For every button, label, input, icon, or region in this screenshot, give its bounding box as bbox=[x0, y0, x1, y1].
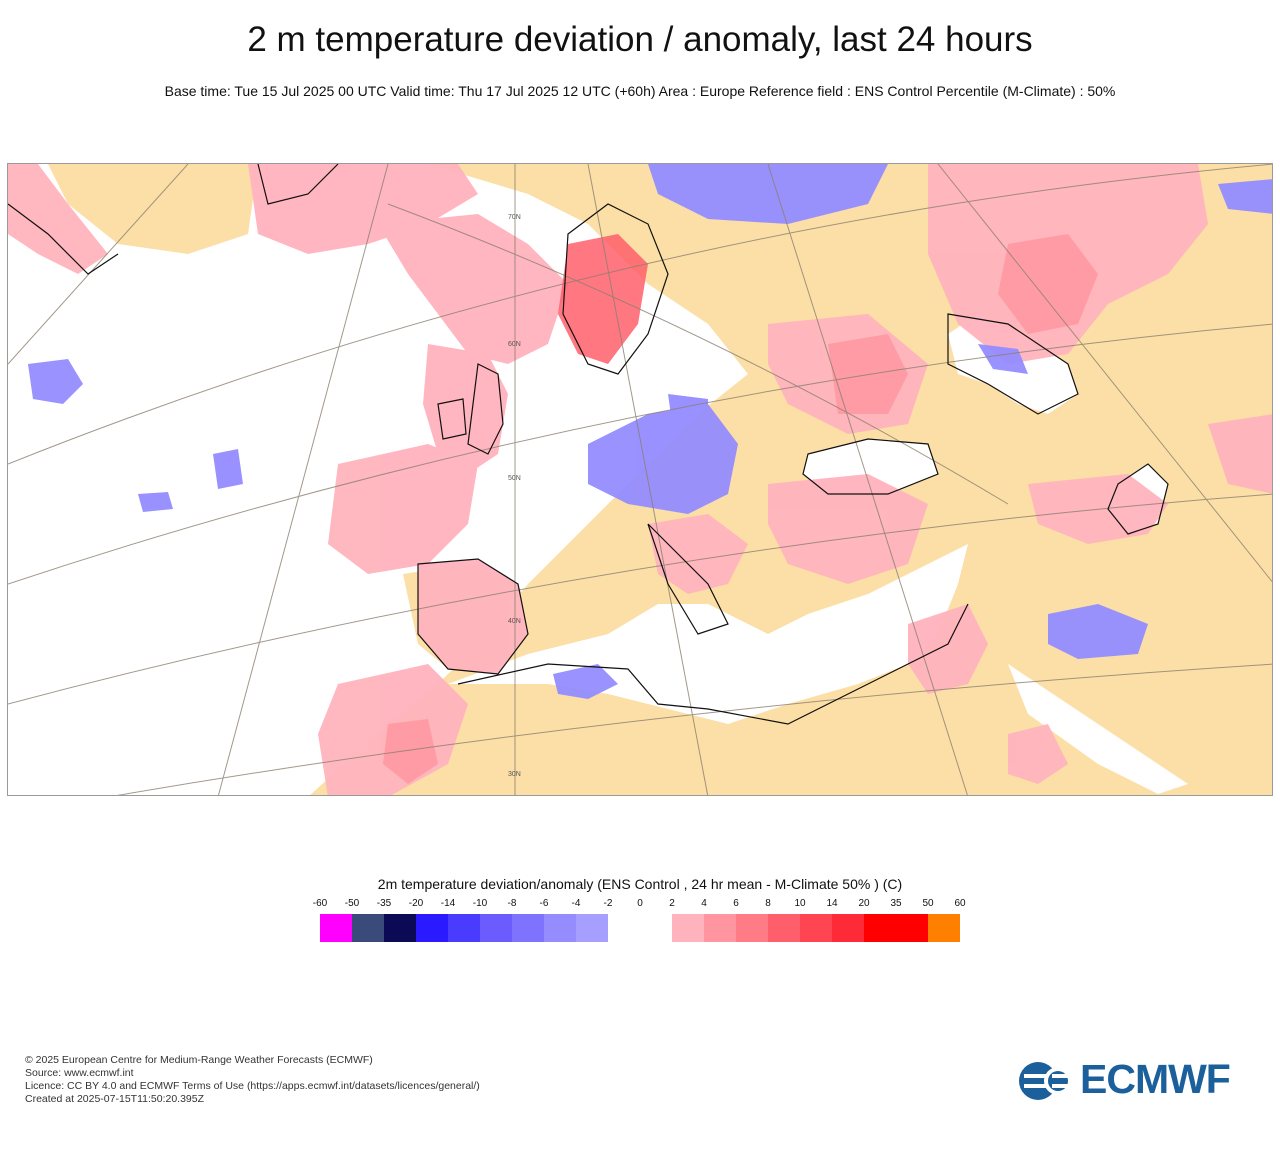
legend-color-swatch bbox=[480, 914, 512, 942]
legend-color-swatch bbox=[448, 914, 480, 942]
lat-label-30n: 30N bbox=[508, 771, 521, 778]
lat-label-40n: 40N bbox=[508, 618, 521, 625]
legend-color-swatch bbox=[832, 914, 864, 942]
ecmwf-logo-icon bbox=[1019, 1062, 1078, 1100]
copyright-text: © 2025 European Centre for Medium-Range … bbox=[25, 1054, 373, 1066]
strong-warm-anomalies bbox=[558, 234, 648, 364]
map-canvas: 70N 60N 50N 40N 30N bbox=[8, 164, 1272, 795]
legend-color-swatch bbox=[352, 914, 384, 942]
created-text: Created at 2025-07-15T11:50:20.395Z bbox=[25, 1093, 205, 1105]
lat-label-50n: 50N bbox=[508, 475, 521, 482]
chart-subtitle: Base time: Tue 15 Jul 2025 00 UTC Valid … bbox=[164, 83, 1116, 99]
legend-color-swatch bbox=[864, 914, 896, 942]
anomaly-map: 70N 60N 50N 40N 30N bbox=[7, 163, 1273, 796]
legend-tick-label: -10 bbox=[472, 898, 488, 909]
legend-tick-label: 50 bbox=[922, 898, 934, 909]
legend-color-swatch bbox=[928, 914, 960, 942]
legend-color-swatch bbox=[384, 914, 416, 942]
legend-tick-label: -14 bbox=[440, 898, 456, 909]
graticule bbox=[8, 164, 1272, 795]
legend-tick-label: -8 bbox=[507, 898, 517, 909]
legend-tick-label: 14 bbox=[826, 898, 838, 909]
legend-color-swatch bbox=[576, 914, 608, 942]
legend-tick-label: 8 bbox=[765, 898, 771, 909]
cold-anomalies bbox=[28, 164, 1272, 699]
legend-tick-label: -60 bbox=[312, 898, 328, 909]
legend-title: 2m temperature deviation/anomaly (ENS Co… bbox=[377, 876, 903, 892]
legend-color-swatch bbox=[512, 914, 544, 942]
legend-color-swatch bbox=[672, 914, 704, 942]
legend-tick-label: 60 bbox=[954, 898, 966, 909]
legend-tick-label: 35 bbox=[890, 898, 902, 909]
footer: © 2025 European Centre for Medium-Range … bbox=[25, 1054, 480, 1106]
legend-tick-label: 0 bbox=[637, 898, 643, 909]
legend-color-swatch bbox=[416, 914, 448, 942]
legend-tick-label: -2 bbox=[603, 898, 613, 909]
legend-color-swatch bbox=[640, 914, 672, 942]
licence-text: Licence: CC BY 4.0 and ECMWF Terms of Us… bbox=[25, 1080, 480, 1092]
legend-tick-label: -35 bbox=[376, 898, 392, 909]
legend-color-swatch bbox=[736, 914, 768, 942]
legend-color-swatch bbox=[896, 914, 928, 942]
coastlines bbox=[8, 164, 1169, 725]
baltic-sea bbox=[628, 334, 688, 414]
legend-tick-label: -20 bbox=[408, 898, 424, 909]
legend-color-swatch bbox=[608, 914, 640, 942]
lat-label-70n: 70N bbox=[508, 214, 521, 221]
legend-color-swatch bbox=[768, 914, 800, 942]
legend-color-swatch bbox=[544, 914, 576, 942]
ecmwf-logo: ECMWF bbox=[1018, 1056, 1258, 1102]
legend-tick-label: -6 bbox=[539, 898, 549, 909]
ecmwf-logo-text: ECMWF bbox=[1080, 1056, 1231, 1102]
legend-tick-label: -4 bbox=[571, 898, 581, 909]
legend-tick-label: 4 bbox=[701, 898, 707, 909]
legend-tick-label: 2 bbox=[669, 898, 675, 909]
legend-tick-label: 10 bbox=[794, 898, 806, 909]
red-sea bbox=[1008, 664, 1188, 794]
legend-color-swatch bbox=[800, 914, 832, 942]
legend-tick-label: 6 bbox=[733, 898, 739, 909]
legend-tick-label: -50 bbox=[344, 898, 360, 909]
lat-label-60n: 60N bbox=[508, 341, 521, 348]
chart-title: 2 m temperature deviation / anomaly, las… bbox=[247, 20, 1033, 59]
legend-color-swatch bbox=[320, 914, 352, 942]
legend-tick-label: 20 bbox=[858, 898, 870, 909]
source-text: Source: www.ecmwf.int bbox=[25, 1067, 134, 1079]
legend-color-swatch bbox=[704, 914, 736, 942]
